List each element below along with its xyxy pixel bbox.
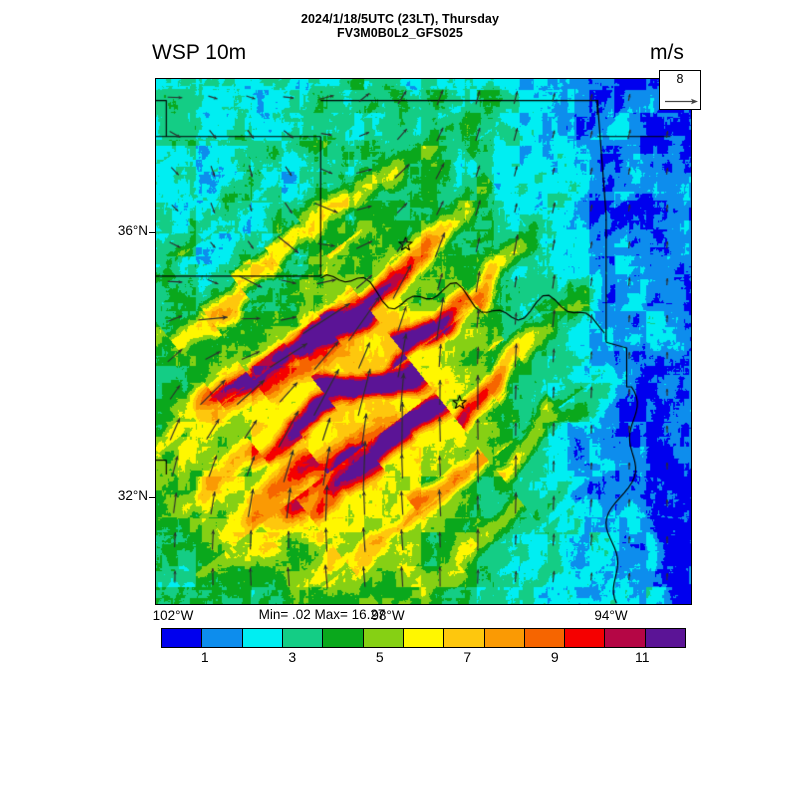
colorbar-band-4: [323, 629, 364, 647]
colorbar-band-0: [162, 629, 203, 647]
min-max-text: Min= .02 Max= 16.27: [258, 607, 386, 622]
colorbar-band-5: [363, 629, 404, 647]
colorbar-tick-1: 1: [200, 649, 209, 665]
lat-tick-36: 36°N: [117, 223, 148, 238]
colorbar-tick-11: 11: [634, 649, 650, 665]
right-arrow-icon: [665, 98, 698, 105]
reference-vector-key: 8: [659, 70, 701, 110]
title-line-1: 2024/1/18/5UTC (23LT), Thursday: [300, 12, 500, 26]
units-label: m/s: [650, 41, 684, 64]
map-plot-area[interactable]: [155, 78, 692, 605]
lon-tick-98: 98°W: [371, 608, 405, 623]
colorbar-tick-3: 3: [288, 649, 297, 665]
colorbar-tick-5: 5: [375, 649, 384, 665]
colorbar-band-1: [202, 629, 243, 647]
title-line-2: FV3M0B0L2_GFS025: [337, 26, 463, 40]
colorbar-band-7: [444, 629, 485, 647]
chart-title: 2024/1/18/5UTC (23LT), Thursday FV3M0B0L…: [0, 12, 800, 40]
lat-tick-32: 32°N: [117, 488, 148, 503]
colorbar-tick-9: 9: [550, 649, 559, 665]
colorbar-band-9: [524, 629, 566, 647]
variable-label: WSP 10m: [152, 41, 247, 64]
colorbar-band-10: [565, 629, 606, 647]
reference-vector-value: 8: [676, 72, 684, 86]
colorbar-ticks: 1 3 5 7 9 11: [161, 649, 686, 669]
lon-tick-94: 94°W: [594, 608, 628, 623]
colorbar-band-6: [403, 629, 445, 647]
colorbar-tick-7: 7: [463, 649, 472, 665]
colorbar-band-8: [484, 629, 525, 647]
min-max-readout: Min= .02 Max= 16.27: [0, 607, 800, 622]
lat-tick-mark: [149, 232, 156, 234]
wind-vector-overlay: [156, 79, 691, 604]
colorbar-band-11: [605, 629, 646, 647]
colorbar-band-12: [645, 629, 686, 647]
colorbar: [161, 628, 686, 648]
colorbar-band-3: [282, 629, 324, 647]
lon-tick-102: 102°W: [152, 608, 194, 623]
colorbar-band-2: [242, 629, 283, 647]
lat-tick-mark: [149, 497, 156, 499]
